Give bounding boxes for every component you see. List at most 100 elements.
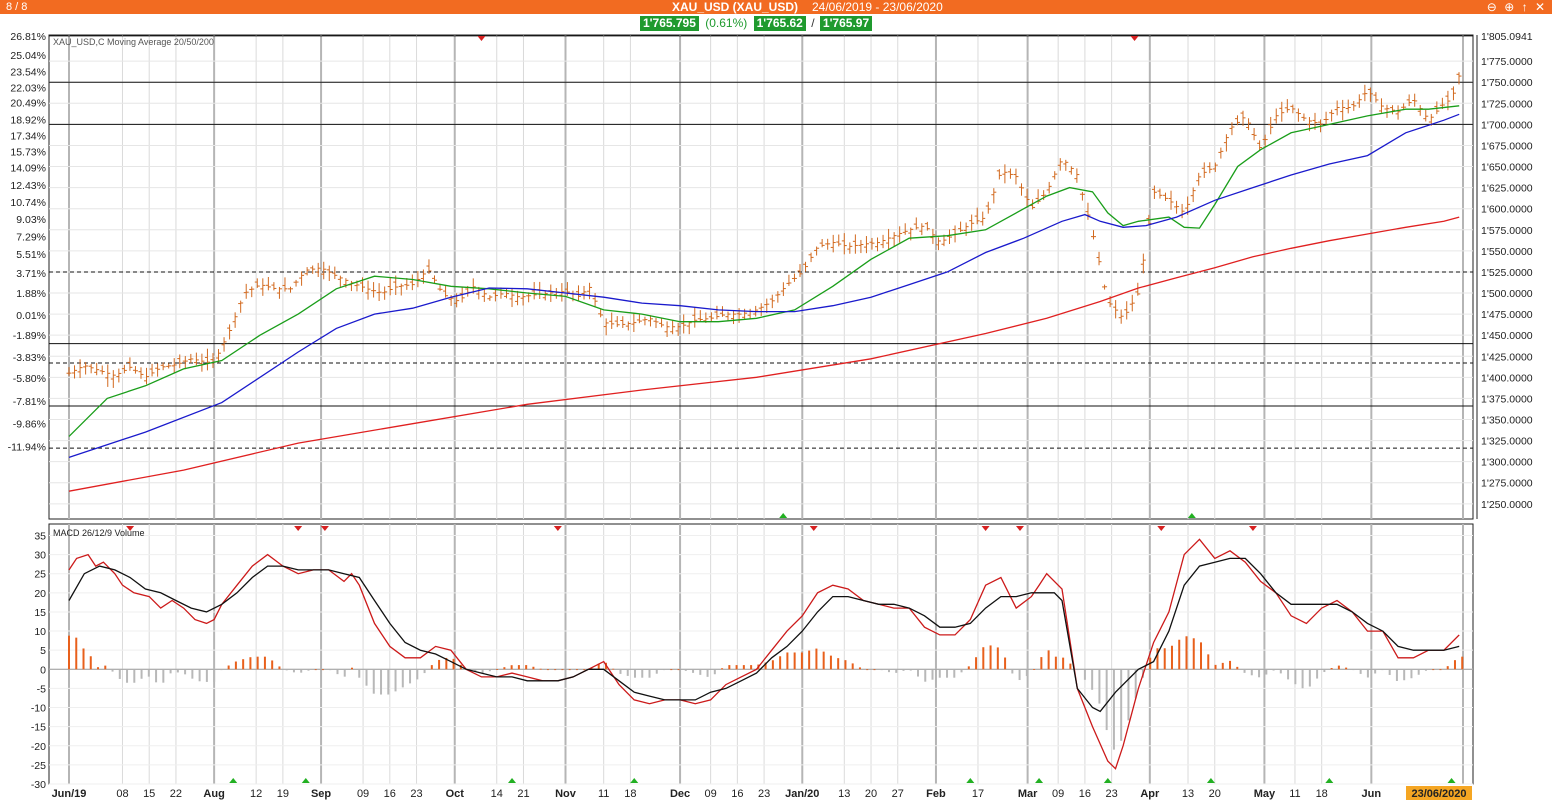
price-panel-frame — [48, 34, 1474, 520]
ask-price: 1'765.97 — [819, 16, 873, 31]
x-axis-label: 18 — [624, 788, 636, 800]
histogram-bar — [975, 657, 978, 670]
macd-histogram — [68, 635, 1464, 750]
histogram-bar — [946, 669, 949, 678]
histogram-bar — [104, 665, 107, 670]
histogram-bar — [858, 667, 861, 670]
histogram-bar — [525, 665, 528, 670]
macd-sell-marker — [553, 526, 562, 531]
histogram-bar — [97, 667, 100, 670]
histogram-bar — [1345, 667, 1348, 670]
zoom-out-icon[interactable]: ⊖ — [1486, 0, 1498, 14]
percent-axis-label: 20.49% — [10, 97, 46, 109]
histogram-bar — [358, 669, 361, 678]
histogram-bar — [488, 669, 491, 672]
price-axis-label: 1'325.0000 — [1481, 436, 1533, 448]
histogram-bar — [634, 669, 637, 678]
macd-axis-label: 25 — [34, 569, 46, 581]
histogram-bar — [917, 669, 920, 677]
histogram-bar — [808, 650, 811, 670]
histogram-bar — [1098, 669, 1101, 704]
histogram-bar — [517, 665, 520, 670]
histogram-bar — [670, 669, 673, 671]
histogram-bar — [147, 669, 150, 677]
macd-buy-marker — [966, 778, 975, 783]
x-axis-label: 13 — [838, 788, 850, 800]
x-axis-label: 19 — [277, 788, 289, 800]
x-axis-label: 23 — [758, 788, 770, 800]
histogram-bar — [1018, 669, 1021, 681]
price-axis-label: 1'300.0000 — [1481, 457, 1533, 469]
histogram-bar — [561, 669, 564, 671]
histogram-bar — [430, 665, 433, 670]
histogram-bar — [706, 669, 709, 677]
macd-axis-label: 35 — [34, 530, 46, 542]
percent-axis-label: -5.80% — [13, 373, 46, 385]
macd-axis-label: -20 — [31, 741, 46, 753]
histogram-bar — [539, 668, 542, 670]
histogram-bar — [1352, 669, 1355, 671]
histogram-bar — [1330, 668, 1333, 670]
histogram-bar — [837, 658, 840, 670]
x-axis-label: 08 — [116, 788, 128, 800]
histogram-bar — [249, 657, 252, 670]
bid-ask-separator: / — [811, 16, 815, 30]
histogram-bar — [1134, 669, 1137, 699]
percent-axis-label: -1.89% — [13, 330, 46, 342]
close-icon[interactable]: ✕ — [1534, 0, 1546, 14]
histogram-bar — [278, 666, 281, 670]
x-axis-label: 11 — [1289, 788, 1300, 800]
histogram-bar — [1163, 648, 1166, 670]
percent-axis-label: 23.54% — [10, 66, 46, 78]
histogram-bar — [1374, 669, 1377, 674]
histogram-bar — [1200, 642, 1203, 670]
histogram-bar — [365, 669, 368, 686]
bid-price: 1'765.62 — [753, 16, 806, 31]
histogram-bar — [699, 669, 702, 675]
histogram-bar — [931, 669, 934, 680]
buy-signal-marker — [779, 513, 788, 518]
histogram-bar — [1381, 669, 1384, 671]
percent-axis-label: 5.51% — [16, 249, 46, 261]
histogram-bar — [982, 647, 985, 670]
histogram-bar — [793, 652, 796, 670]
window-controls: ⊖ ⊕ ↑ ✕ — [1485, 0, 1546, 14]
histogram-bar — [321, 669, 324, 671]
histogram-bar — [1054, 656, 1057, 670]
histogram-bar — [111, 669, 114, 672]
histogram-bar — [1265, 669, 1268, 675]
histogram-bar — [242, 659, 245, 670]
histogram-bar — [583, 669, 586, 671]
percent-axis-label: 25.04% — [10, 50, 46, 62]
zoom-in-icon[interactable]: ⊕ — [1504, 0, 1516, 14]
x-axis-label: 23/06/2020 — [1411, 788, 1466, 800]
histogram-bar — [314, 669, 317, 671]
histogram-bar — [953, 669, 956, 678]
histogram-bar — [677, 669, 680, 671]
histogram-bar — [372, 669, 375, 694]
x-axis-label: Aug — [203, 788, 224, 800]
histogram-bar — [126, 669, 129, 683]
price-axis-label: 1'400.0000 — [1481, 372, 1533, 384]
x-axis-label: 20 — [1209, 788, 1221, 800]
macd-axis-label: 10 — [34, 626, 46, 638]
histogram-bar — [213, 669, 216, 682]
histogram-bar — [866, 669, 869, 671]
price-axis-label: 1'775.0000 — [1481, 56, 1533, 68]
x-axis-label: 11 — [598, 788, 609, 800]
price-axis-label: 1'650.0000 — [1481, 162, 1533, 174]
price-axis-label: 1'275.0000 — [1481, 478, 1533, 490]
title-bar: 8 / 8 XAU_USD (XAU_USD) 24/06/2019 - 23/… — [0, 0, 1552, 14]
macd-sell-marker — [981, 526, 990, 531]
price-legend: XAU_USD,C Moving Average 20/50/200 — [53, 37, 214, 47]
histogram-bar — [568, 669, 571, 671]
histogram-bar — [474, 669, 477, 672]
arrow-up-icon[interactable]: ↑ — [1521, 0, 1529, 14]
macd-axis-label: 30 — [34, 550, 46, 562]
x-axis-label: Dec — [670, 788, 690, 800]
histogram-bar — [1272, 669, 1275, 671]
histogram-bar — [82, 648, 85, 670]
histogram-bar — [1301, 669, 1304, 689]
page-indicator[interactable]: 8 / 8 — [6, 1, 28, 13]
